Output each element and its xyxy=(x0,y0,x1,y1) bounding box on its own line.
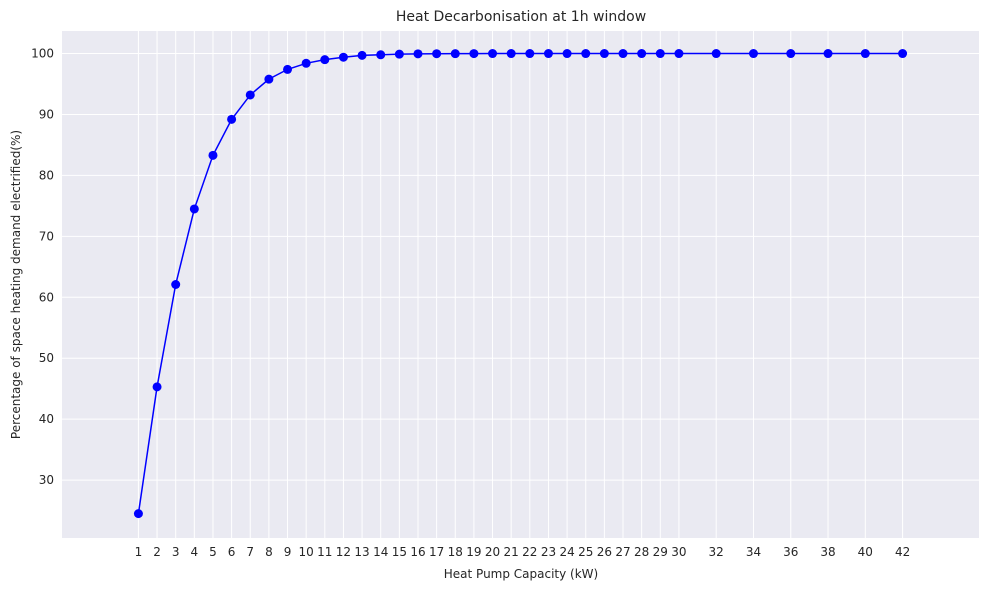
x-tick-label: 12 xyxy=(336,545,351,559)
x-tick-label: 34 xyxy=(746,545,761,559)
y-tick-label: 80 xyxy=(39,168,54,182)
x-tick-label: 9 xyxy=(284,545,292,559)
data-point xyxy=(823,49,833,59)
data-point xyxy=(283,64,293,74)
x-tick-label: 22 xyxy=(522,545,537,559)
data-point xyxy=(245,90,255,100)
data-point xyxy=(432,49,442,59)
x-tick-label: 2 xyxy=(153,545,161,559)
data-point xyxy=(376,50,386,60)
x-tick-label: 7 xyxy=(246,545,254,559)
chart-title: Heat Decarbonisation at 1h window xyxy=(396,9,646,25)
series xyxy=(133,49,908,519)
y-tick-label: 70 xyxy=(39,229,54,243)
x-tick-label: 25 xyxy=(578,545,593,559)
plot-area xyxy=(62,31,979,538)
x-tick-label: 3 xyxy=(172,545,180,559)
x-tick-label: 40 xyxy=(858,545,873,559)
data-point xyxy=(208,150,218,160)
x-tick-label: 30 xyxy=(671,545,686,559)
data-point xyxy=(543,49,553,59)
data-point xyxy=(581,49,591,59)
x-tick-label: 21 xyxy=(504,545,519,559)
y-tick-label: 100 xyxy=(31,47,54,61)
y-tick-label: 40 xyxy=(39,412,54,426)
y-tick-label: 90 xyxy=(39,107,54,121)
data-point xyxy=(599,49,609,59)
x-tick-label: 28 xyxy=(634,545,649,559)
x-tick-label: 42 xyxy=(895,545,910,559)
x-tick-label: 14 xyxy=(373,545,388,559)
x-tick-label: 36 xyxy=(783,545,798,559)
x-tick-label: 15 xyxy=(392,545,407,559)
x-tick-label: 11 xyxy=(317,545,332,559)
data-point xyxy=(525,49,535,59)
series-line xyxy=(137,52,903,514)
data-point xyxy=(711,49,721,59)
data-point xyxy=(394,49,404,59)
data-point xyxy=(488,49,498,59)
data-point xyxy=(189,204,199,214)
data-point xyxy=(618,49,628,59)
x-tick-label: 32 xyxy=(709,545,724,559)
data-point xyxy=(674,49,684,59)
data-point xyxy=(898,49,908,59)
x-tick-label: 16 xyxy=(410,545,425,559)
data-point xyxy=(786,49,796,59)
data-point xyxy=(450,49,460,59)
x-tick-label: 13 xyxy=(354,545,369,559)
x-gridlines xyxy=(137,31,904,538)
data-point xyxy=(301,58,311,68)
data-point xyxy=(413,49,423,59)
x-tick-label: 38 xyxy=(820,545,835,559)
data-point xyxy=(171,280,181,289)
data-point xyxy=(357,50,367,60)
data-point xyxy=(227,114,237,124)
data-point xyxy=(655,49,665,59)
x-tick-label: 17 xyxy=(429,545,444,559)
y-tick-labels: 30 40 50 60 70 80 90 100 xyxy=(31,47,54,488)
y-tick-label: 50 xyxy=(39,351,54,365)
x-tick-label: 8 xyxy=(265,545,273,559)
x-tick-label: 24 xyxy=(559,545,574,559)
data-point xyxy=(748,49,758,59)
x-tick-label: 10 xyxy=(299,545,314,559)
x-tick-label: 18 xyxy=(448,545,463,559)
data-point xyxy=(264,74,274,84)
x-axis-label: Heat Pump Capacity (kW) xyxy=(444,567,598,581)
x-tick-label: 26 xyxy=(597,545,612,559)
data-point xyxy=(338,52,348,62)
y-gridlines xyxy=(62,53,979,481)
x-tick-label: 23 xyxy=(541,545,556,559)
y-tick-label: 60 xyxy=(39,290,54,304)
data-point xyxy=(506,49,516,59)
x-tick-label: 5 xyxy=(209,545,217,559)
x-tick-label: 6 xyxy=(228,545,236,559)
data-point xyxy=(562,49,572,59)
data-point xyxy=(133,509,143,519)
data-point xyxy=(469,49,479,59)
y-axis-label: Percentage of space heating demand elect… xyxy=(9,130,23,439)
x-tick-label: 20 xyxy=(485,545,500,559)
x-tick-labels: 1 2 3 4 5 6 7 8 9 10 11 12 13 14 15 16 17 18 19 20 21 22 23 24 2… xyxy=(135,545,911,559)
data-point xyxy=(152,382,162,392)
data-point xyxy=(637,49,647,59)
x-tick-label: 1 xyxy=(135,545,143,559)
x-tick-label: 19 xyxy=(466,545,481,559)
x-tick-label: 29 xyxy=(653,545,668,559)
data-point xyxy=(860,49,870,59)
data-point xyxy=(320,55,330,65)
x-tick-label: 27 xyxy=(615,545,630,559)
x-tick-label: 4 xyxy=(191,545,199,559)
y-tick-label: 30 xyxy=(39,473,54,487)
